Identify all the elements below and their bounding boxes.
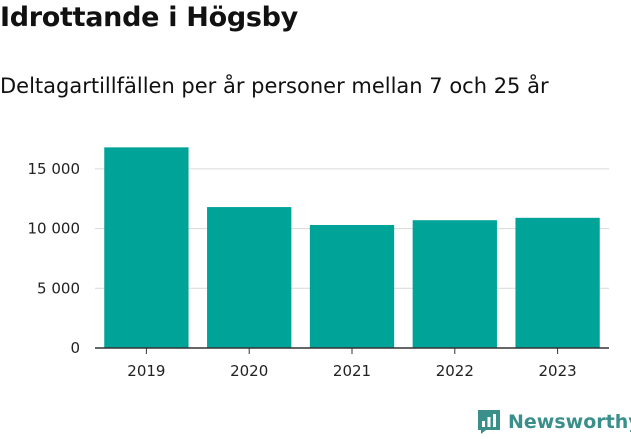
brand-name: Newsworthy (508, 411, 631, 433)
newsworthy-brand: Newsworthy (477, 408, 631, 436)
x-tick-label: 2022 (436, 362, 474, 380)
y-tick-label: 0 (70, 339, 80, 357)
bar (515, 217, 600, 348)
y-tick-label: 5 000 (37, 279, 80, 297)
newsworthy-logo-icon (478, 410, 500, 434)
y-tick-label: 10 000 (28, 220, 81, 238)
bar (412, 220, 497, 348)
y-tick-label: 15 000 (28, 160, 81, 178)
x-tick-label: 2023 (539, 362, 577, 380)
x-tick-label: 2019 (127, 362, 165, 380)
bar (309, 224, 395, 348)
x-tick-label: 2020 (230, 362, 268, 380)
x-tick-label: 2021 (333, 362, 371, 380)
bar (104, 147, 189, 348)
chart-subtitle: Deltagartillfällen per år personer mella… (0, 74, 549, 98)
chart-title: Idrottande i Högsby (0, 2, 298, 33)
bar (207, 207, 292, 348)
